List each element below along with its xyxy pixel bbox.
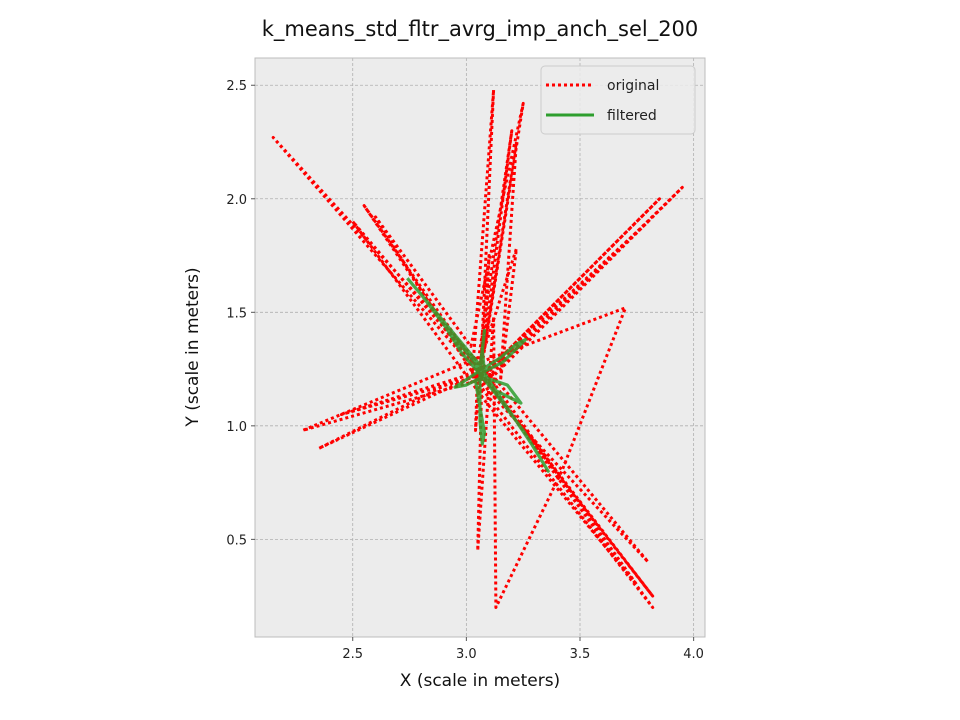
y-tick-label: 1.0	[226, 420, 247, 435]
series-line-original	[271, 88, 684, 609]
tick-layer: 2.5 3.0 3.5 4.0 0.5 1.0 1.5 2.0 2.5	[226, 79, 704, 662]
legend-box	[540, 65, 696, 135]
y-tick-label: 2.5	[226, 79, 247, 94]
chart-title: k_means_std_fltr_avrg_imp_anch_sel_200	[261, 17, 699, 41]
plot-area-border	[254, 57, 706, 638]
y-tick-label: 2.0	[226, 193, 247, 208]
x-tick-label: 4.0	[683, 647, 704, 662]
legend-label-original: original	[607, 78, 659, 94]
x-tick-label: 3.0	[456, 647, 477, 662]
y-axis-label: Y (scale in meters)	[183, 267, 203, 427]
y-tick-label: 1.5	[226, 306, 247, 321]
series-line-filtered	[406, 277, 550, 473]
x-axis-label: X (scale in meters)	[399, 671, 561, 691]
x-tick-label: 3.5	[570, 647, 591, 662]
series-layer	[271, 88, 684, 609]
x-tick-label: 2.5	[342, 647, 363, 662]
legend: original filtered	[540, 65, 696, 135]
y-tick-label: 0.5	[226, 533, 247, 548]
legend-label-filtered: filtered	[607, 108, 657, 124]
